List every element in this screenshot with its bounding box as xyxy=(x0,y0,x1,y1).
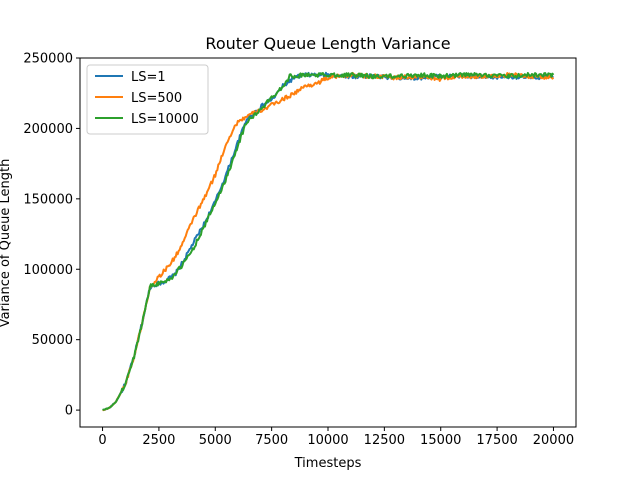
x-tick-label: 7500 xyxy=(255,433,288,448)
x-tick-label: 20000 xyxy=(533,433,574,448)
chart-title: Router Queue Length Variance xyxy=(205,34,450,53)
x-tick-label: 0 xyxy=(98,433,106,448)
y-axis: 0 50000 100000 150000 200000 250000 xyxy=(23,52,80,419)
legend: LS=1 LS=500 LS=10000 xyxy=(86,64,209,135)
y-tick-label: 100000 xyxy=(23,263,73,278)
x-axis: 0 2500 5000 7500 10000 12500 15000 17500 20000 xyxy=(98,427,574,448)
series-line-2 xyxy=(102,71,555,412)
series-line-3 xyxy=(102,72,555,411)
x-tick-label: 12500 xyxy=(364,433,405,448)
y-tick-label: 50000 xyxy=(32,333,73,348)
plot-area xyxy=(79,57,577,428)
legend-label: LS=10000 xyxy=(131,112,199,127)
y-axis-label: Variance of Queue Length xyxy=(0,159,13,328)
x-tick-label: 10000 xyxy=(307,433,348,448)
x-tick-label: 15000 xyxy=(420,433,461,448)
x-tick-label: 5000 xyxy=(199,433,232,448)
y-tick-label: 150000 xyxy=(23,192,73,207)
x-axis-label: Timesteps xyxy=(294,456,362,471)
y-tick-label: 0 xyxy=(65,404,73,419)
y-tick-label: 250000 xyxy=(23,52,73,67)
legend-box xyxy=(86,64,209,135)
x-tick-label: 2500 xyxy=(142,433,175,448)
x-tick-label: 17500 xyxy=(476,433,517,448)
y-tick-label: 200000 xyxy=(23,122,73,137)
legend-label: LS=500 xyxy=(131,91,182,106)
legend-label: LS=1 xyxy=(131,70,166,85)
